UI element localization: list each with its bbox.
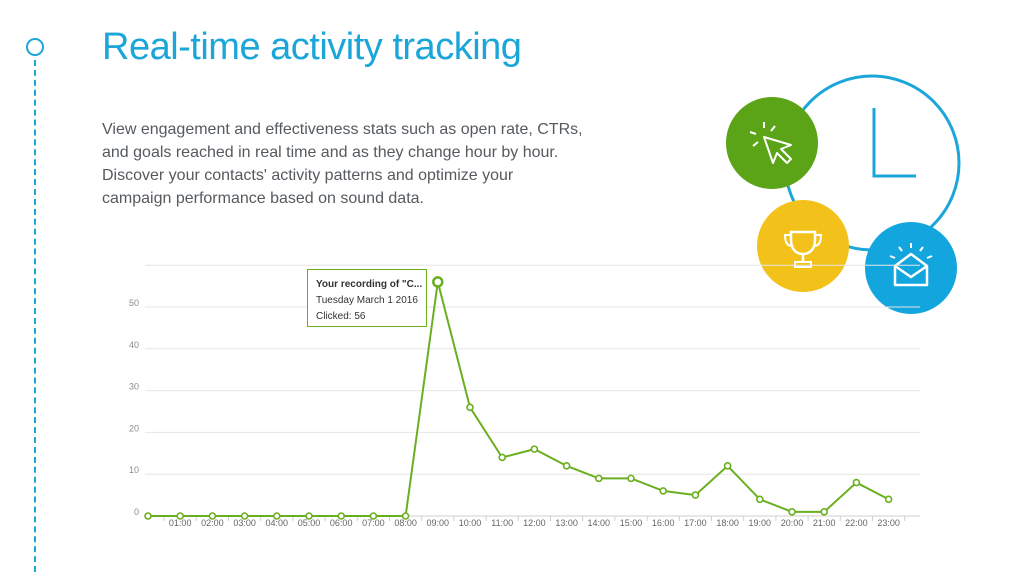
data-point xyxy=(176,512,184,520)
data-point xyxy=(240,512,249,520)
y-tick-label: 40 xyxy=(129,340,139,350)
data-point xyxy=(208,512,217,520)
chart-gridlines xyxy=(145,264,920,475)
data-point xyxy=(401,512,410,520)
description-line: campaign performance based on sound data… xyxy=(102,190,424,207)
data-point xyxy=(305,512,313,520)
chart-tooltip: Your recording of "C... Tuesday March 1 … xyxy=(307,269,427,327)
x-tick-label: 01:00 xyxy=(169,518,192,528)
series-line xyxy=(148,281,890,517)
x-tick-label: 12:00 xyxy=(523,518,546,528)
chart-y-axis: 0 10 20 30 40 50 xyxy=(129,298,139,517)
y-tick-label: 10 xyxy=(129,465,139,475)
data-point xyxy=(432,276,444,288)
data-point xyxy=(755,495,764,504)
x-tick-label: 09:00 xyxy=(427,518,450,528)
chart-x-axis: 01:00 02:00 03:00 04:00 05:00 06:00 07:00 08:00… xyxy=(145,515,920,528)
data-point xyxy=(788,508,796,516)
x-tick-label: 05:00 xyxy=(298,518,321,528)
x-tick-label: 23:00 xyxy=(877,518,900,528)
x-tick-label: 18:00 xyxy=(716,518,739,528)
x-tick-label: 14:00 xyxy=(588,518,611,528)
x-tick-label: 11:00 xyxy=(491,518,513,528)
description: View engagement and effectiveness stats … xyxy=(102,118,622,210)
x-tick-label: 16:00 xyxy=(652,518,675,528)
tooltip-date: Tuesday March 1 2016 xyxy=(316,295,418,306)
x-tick-label: 21:00 xyxy=(813,518,836,528)
description-line: Discover your contacts' activity pattern… xyxy=(102,167,514,184)
data-point xyxy=(659,487,668,495)
x-tick-label: 19:00 xyxy=(749,518,772,528)
page-title: Real-time activity tracking xyxy=(102,26,522,68)
chart-points xyxy=(144,276,893,520)
x-tick-label: 20:00 xyxy=(781,518,804,528)
envelope-open-icon xyxy=(865,222,957,314)
data-point xyxy=(498,453,507,462)
data-point xyxy=(691,491,700,499)
tooltip-value: Clicked: 56 xyxy=(316,311,366,322)
data-point xyxy=(627,474,635,483)
x-tick-label: 04:00 xyxy=(266,518,289,528)
data-point xyxy=(337,512,346,520)
data-point xyxy=(852,478,861,487)
y-tick-label: 0 xyxy=(134,507,139,517)
x-tick-label: 07:00 xyxy=(362,518,385,528)
data-point xyxy=(466,403,474,412)
data-point xyxy=(594,474,603,483)
y-tick-label: 50 xyxy=(129,298,139,308)
description-line: View engagement and effectiveness stats … xyxy=(102,121,583,138)
description-line: and goals reached in real time and as th… xyxy=(102,144,559,161)
x-tick-label: 15:00 xyxy=(620,518,643,528)
x-tick-label: 06:00 xyxy=(330,518,353,528)
data-point xyxy=(369,512,378,520)
data-point xyxy=(884,495,893,504)
data-point xyxy=(723,462,732,470)
x-tick-label: 22:00 xyxy=(845,518,868,528)
data-point xyxy=(820,508,829,516)
cursor-click-icon xyxy=(726,97,818,189)
data-point xyxy=(144,512,152,520)
x-tick-label: 17:00 xyxy=(684,518,707,528)
y-tick-label: 20 xyxy=(129,423,139,433)
x-tick-label: 10:00 xyxy=(459,518,482,528)
tooltip-title: Your recording of "C... xyxy=(316,279,423,290)
data-point xyxy=(272,512,281,520)
timeline-line xyxy=(34,60,36,572)
data-point xyxy=(530,445,539,453)
x-tick-label: 13:00 xyxy=(555,518,578,528)
timeline-circle-icon xyxy=(26,38,44,56)
x-tick-label: 03:00 xyxy=(233,518,256,528)
trophy-icon xyxy=(757,200,849,292)
data-point xyxy=(562,462,571,470)
x-tick-label: 02:00 xyxy=(201,518,224,528)
y-tick-label: 30 xyxy=(129,382,139,392)
x-tick-label: 08:00 xyxy=(394,518,417,528)
